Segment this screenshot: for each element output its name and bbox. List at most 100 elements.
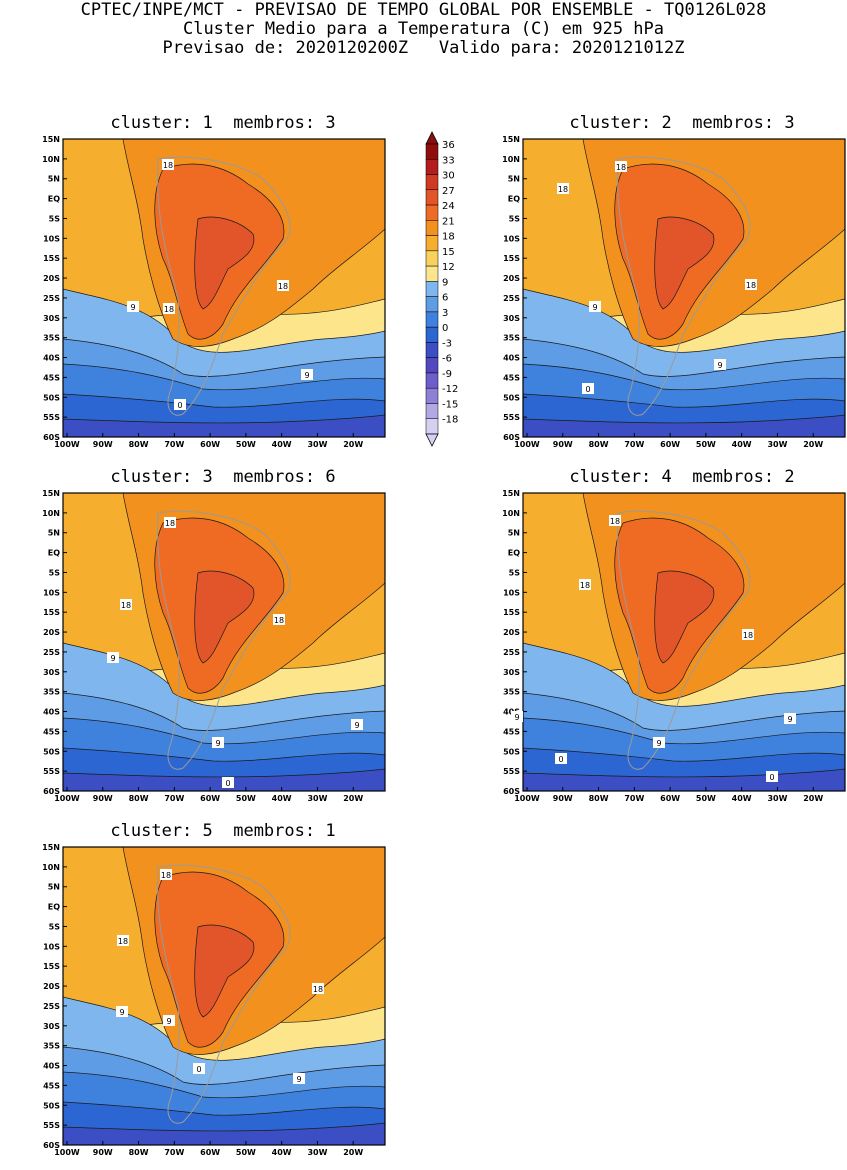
lat-tick-label: 15S <box>43 608 60 617</box>
lon-tick-label: 50W <box>236 440 256 449</box>
lat-tick-label: 30S <box>503 668 520 677</box>
contour-label: 18 <box>163 161 173 170</box>
colorbar-label: 15 <box>442 247 455 258</box>
main-title: CPTEC/INPE/MCT - PREVISAO DE TEMPO GLOBA… <box>80 0 767 20</box>
lat-tick-label: 30S <box>43 668 60 677</box>
map-panel-3: 15N 10N 5N EQ 5S 10S 15S 20S 25S 30S 35S 40S 45S 50S 5… <box>42 489 386 803</box>
lat-tick-label: 55S <box>503 413 520 422</box>
lat-tick-label: 35S <box>43 334 60 343</box>
lon-tick-label: 90W <box>93 440 113 449</box>
contour-label: 18 <box>616 163 626 172</box>
contour-label: 18 <box>164 305 174 314</box>
lat-tick-label: 45S <box>43 1081 60 1090</box>
lon-tick-label: 100W <box>54 1148 80 1157</box>
lat-tick-label: EQ <box>508 195 520 204</box>
lon-tick-label: 100W <box>514 794 540 803</box>
colorbar-label: 18 <box>442 232 455 243</box>
contour-label: 18 <box>746 281 756 290</box>
lon-tick-label: 20W <box>343 440 363 449</box>
lon-tick-label: 40W <box>272 1148 292 1157</box>
colorbar-label: 21 <box>442 216 455 227</box>
lat-tick-label: 5S <box>509 568 521 577</box>
lat-tick-label: 15N <box>42 843 60 852</box>
lat-tick-label: 5S <box>509 214 521 223</box>
lon-tick-label: 20W <box>343 794 363 803</box>
contour-label: 9 <box>166 1017 171 1026</box>
colorbar-label: -18 <box>442 415 458 426</box>
lon-tick-label: 20W <box>803 794 823 803</box>
contour-label: 9 <box>296 1075 301 1084</box>
lon-tick-label: 80W <box>129 1148 149 1157</box>
lat-tick-label: 20S <box>503 628 520 637</box>
lat-tick-label: 60S <box>503 787 520 796</box>
lat-tick-label: 45S <box>43 727 60 736</box>
lat-tick-label: 5S <box>49 568 61 577</box>
lon-tick-label: 80W <box>589 794 609 803</box>
lat-tick-label: 40S <box>43 1062 60 1071</box>
contour-label: 9 <box>119 1008 124 1017</box>
lon-tick-label: 80W <box>589 440 609 449</box>
lon-tick-label: 30W <box>767 794 787 803</box>
colorbar-label: -9 <box>442 369 452 380</box>
contour-label: 0 <box>558 755 563 764</box>
lat-tick-label: 60S <box>503 433 520 442</box>
lat-tick-label: 55S <box>43 767 60 776</box>
panel-4-title: cluster: 4 membros: 2 <box>569 467 795 487</box>
panel-2-title: cluster: 2 membros: 3 <box>569 113 795 133</box>
map-panel-5: 15N 10N 5N EQ 5S 10S 15S 20S 25S 30S 35S 40S 45S 50S 5… <box>42 843 386 1157</box>
lon-tick-label: 20W <box>343 1148 363 1157</box>
lat-tick-label: 10N <box>42 863 60 872</box>
lon-tick-label: 30W <box>307 794 327 803</box>
lat-tick-label: 10S <box>43 588 60 597</box>
contour-label: 18 <box>118 937 128 946</box>
lat-tick-label: 20S <box>503 274 520 283</box>
lat-tick-label: 30S <box>43 314 60 323</box>
lat-tick-label: 5N <box>48 175 60 184</box>
lat-tick-label: 5N <box>508 175 520 184</box>
lon-tick-label: 80W <box>129 440 149 449</box>
lon-tick-label: 70W <box>164 1148 184 1157</box>
lat-tick-label: 5N <box>48 529 60 538</box>
lon-tick-label: 50W <box>236 1148 256 1157</box>
lat-tick-label: 30S <box>43 1022 60 1031</box>
contour-label: 18 <box>580 581 590 590</box>
lon-tick-label: 30W <box>767 440 787 449</box>
contour-label: 9 <box>215 739 220 748</box>
lat-tick-label: 20S <box>43 274 60 283</box>
contour-label: 9 <box>717 361 722 370</box>
contour-label: 18 <box>165 519 175 528</box>
lon-tick-label: 40W <box>272 794 292 803</box>
lat-tick-label: 25S <box>43 1002 60 1011</box>
colorbar-label: -15 <box>442 399 458 410</box>
lat-tick-label: 10S <box>503 588 520 597</box>
contour-label: 9 <box>787 715 792 724</box>
contour-label: 9 <box>656 739 661 748</box>
lat-tick-label: 25S <box>503 648 520 657</box>
lat-tick-label: EQ <box>48 903 60 912</box>
lat-tick-label: 20S <box>43 982 60 991</box>
lat-tick-label: 5N <box>48 883 60 892</box>
contour-label: 18 <box>121 601 131 610</box>
lon-tick-label: 100W <box>54 440 80 449</box>
lat-tick-label: 55S <box>503 767 520 776</box>
contour-label: 18 <box>274 616 284 625</box>
lon-tick-label: 80W <box>129 794 149 803</box>
contour-label: 9 <box>130 303 135 312</box>
map-panel-1: 15N 10N 5N EQ 5S 10S 15S 20S 25S 30S 35S 40S 45S 50S 5… <box>42 135 386 449</box>
lat-tick-label: 10N <box>42 509 60 518</box>
lat-tick-label: 5N <box>508 529 520 538</box>
colorbar-label: 3 <box>442 308 448 319</box>
colorbar-label: -12 <box>442 384 458 395</box>
lon-tick-label: 60W <box>200 1148 220 1157</box>
lon-tick-label: 90W <box>93 1148 113 1157</box>
lat-tick-label: 50S <box>503 393 520 402</box>
lat-tick-label: 60S <box>43 1141 60 1150</box>
contour-label: 0 <box>585 385 590 394</box>
lon-tick-label: 50W <box>696 794 716 803</box>
lon-tick-label: 20W <box>803 440 823 449</box>
lat-tick-label: 10N <box>502 509 520 518</box>
lat-tick-label: 15N <box>42 135 60 144</box>
colorbar-label: 24 <box>442 201 455 212</box>
lat-tick-label: 15N <box>502 135 520 144</box>
